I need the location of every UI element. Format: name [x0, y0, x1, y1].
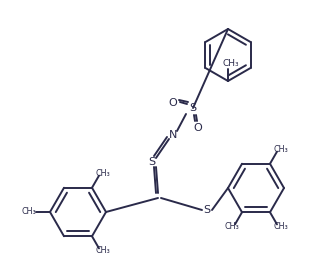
Text: S: S	[149, 157, 155, 167]
Text: O: O	[194, 123, 202, 133]
Text: O: O	[169, 98, 177, 108]
Text: CH₃: CH₃	[95, 245, 110, 255]
Text: CH₃: CH₃	[95, 169, 110, 178]
Text: CH₃: CH₃	[273, 222, 288, 231]
Text: CH₃: CH₃	[224, 222, 239, 231]
Text: CH₃: CH₃	[273, 145, 288, 154]
Text: CH₃: CH₃	[21, 207, 36, 217]
Text: S: S	[204, 205, 210, 215]
Text: N: N	[169, 130, 177, 140]
Text: S: S	[189, 103, 197, 113]
Text: CH₃: CH₃	[223, 59, 239, 68]
